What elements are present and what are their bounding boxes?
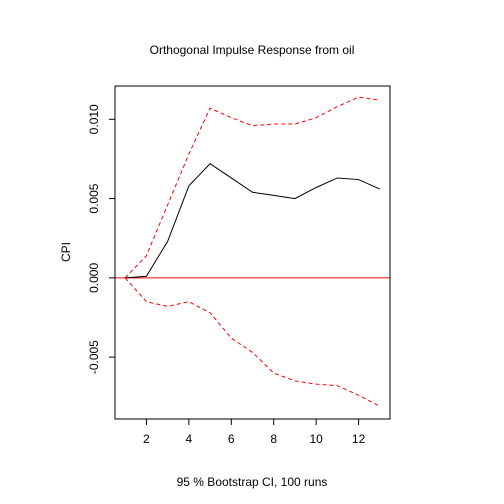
x-tick-label: 4 bbox=[185, 432, 192, 446]
series-line-upper-ci bbox=[124, 96, 380, 279]
y-tick-label: 0.010 bbox=[87, 104, 101, 134]
plot-content bbox=[115, 96, 390, 407]
x-tick-label: 10 bbox=[309, 432, 323, 446]
chart-title: Orthogonal Impulse Response from oil bbox=[150, 43, 355, 57]
y-tick-label: 0.000 bbox=[87, 263, 101, 293]
x-tick-label: 12 bbox=[352, 432, 366, 446]
x-tick-label: 2 bbox=[143, 432, 150, 446]
x-axis-label: 95 % Bootstrap CI, 100 runs bbox=[177, 475, 328, 489]
y-axis: -0.005 0.000 0.005 0.010 bbox=[87, 104, 115, 374]
plot-frame bbox=[114, 85, 391, 420]
series-line-response bbox=[125, 163, 381, 279]
y-tick-label: -0.005 bbox=[87, 340, 101, 374]
x-tick-label: 8 bbox=[270, 432, 277, 446]
y-axis-label: CPI bbox=[59, 242, 73, 262]
y-tick-label: 0.005 bbox=[87, 183, 101, 213]
series-line-lower-ci bbox=[124, 277, 381, 407]
x-tick-label: 6 bbox=[228, 432, 235, 446]
x-axis: 2 4 6 8 10 12 bbox=[143, 419, 366, 446]
